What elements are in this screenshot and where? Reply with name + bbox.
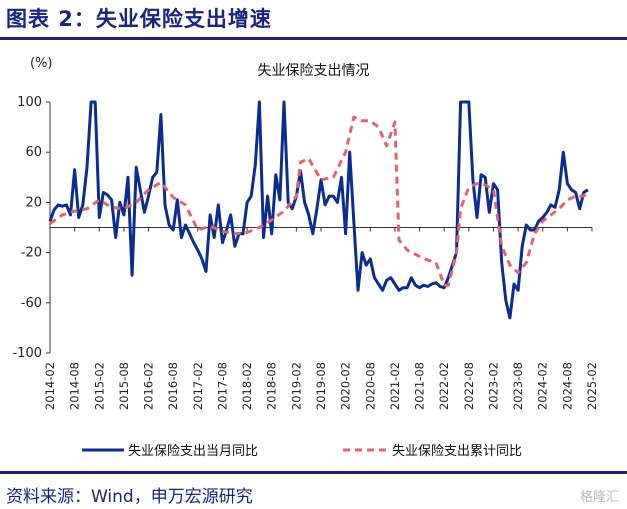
x-tick-label: 2019-08 bbox=[314, 362, 328, 410]
x-tick-label: 2014-02 bbox=[43, 362, 57, 410]
x-tick-label: 2022-02 bbox=[437, 362, 451, 410]
x-tick-label: 2020-08 bbox=[363, 362, 377, 410]
x-tick-label: 2022-08 bbox=[462, 362, 476, 410]
line-chart: -100 -60 -20 20 60 100 2014-02 2014-08 2015-02 20… bbox=[12, 95, 599, 459]
y-tick-label: 60 bbox=[25, 145, 42, 160]
x-tick-label: 2015-02 bbox=[92, 362, 106, 410]
x-tick-label: 2014-08 bbox=[68, 362, 82, 410]
y-tick-label: -60 bbox=[21, 296, 42, 311]
x-tick-label: 2018-08 bbox=[265, 362, 279, 410]
x-tick-label: 2021-08 bbox=[413, 362, 427, 410]
series-line-cumulative bbox=[49, 115, 590, 287]
source-note: 资料来源：Wind，申万宏源研究 bbox=[6, 487, 253, 507]
x-tick-label: 2018-02 bbox=[240, 362, 254, 410]
series-line-monthly bbox=[48, 100, 589, 320]
y-axis-unit-label: (%) bbox=[30, 56, 53, 71]
x-tick-label: 2024-08 bbox=[560, 362, 574, 410]
x-tick-label: 2021-02 bbox=[388, 362, 402, 410]
x-tick-label: 2025-02 bbox=[585, 362, 599, 410]
y-tick-label: -100 bbox=[12, 346, 42, 361]
figure-title: 图表 2：失业保险支出增速 bbox=[6, 7, 272, 31]
title-rule bbox=[0, 37, 627, 40]
y-tick-label: 100 bbox=[17, 95, 42, 110]
x-tick-label: 2017-08 bbox=[215, 362, 229, 410]
y-tick-label: 20 bbox=[25, 195, 42, 210]
x-tick-label: 2016-08 bbox=[166, 362, 180, 410]
source-rule bbox=[0, 471, 627, 474]
x-tick-label: 2015-08 bbox=[117, 362, 131, 410]
x-tick-label: 2024-02 bbox=[536, 362, 550, 410]
x-tick-label: 2023-02 bbox=[486, 362, 500, 410]
legend-monthly-label: 失业保险支出当月同比 bbox=[128, 444, 258, 459]
x-tick-label: 2016-02 bbox=[142, 362, 156, 410]
x-tick-label: 2020-02 bbox=[339, 362, 353, 410]
chart-title: 失业保险支出情况 bbox=[257, 63, 370, 79]
watermark: 格隆汇 bbox=[579, 490, 619, 505]
x-tick-label: 2019-02 bbox=[289, 362, 303, 410]
y-tick-label: -20 bbox=[21, 246, 42, 261]
legend-cumulative-label: 失业保险支出累计同比 bbox=[392, 444, 522, 459]
x-tick-label: 2023-08 bbox=[511, 362, 525, 410]
x-tick-label: 2017-02 bbox=[191, 362, 205, 410]
